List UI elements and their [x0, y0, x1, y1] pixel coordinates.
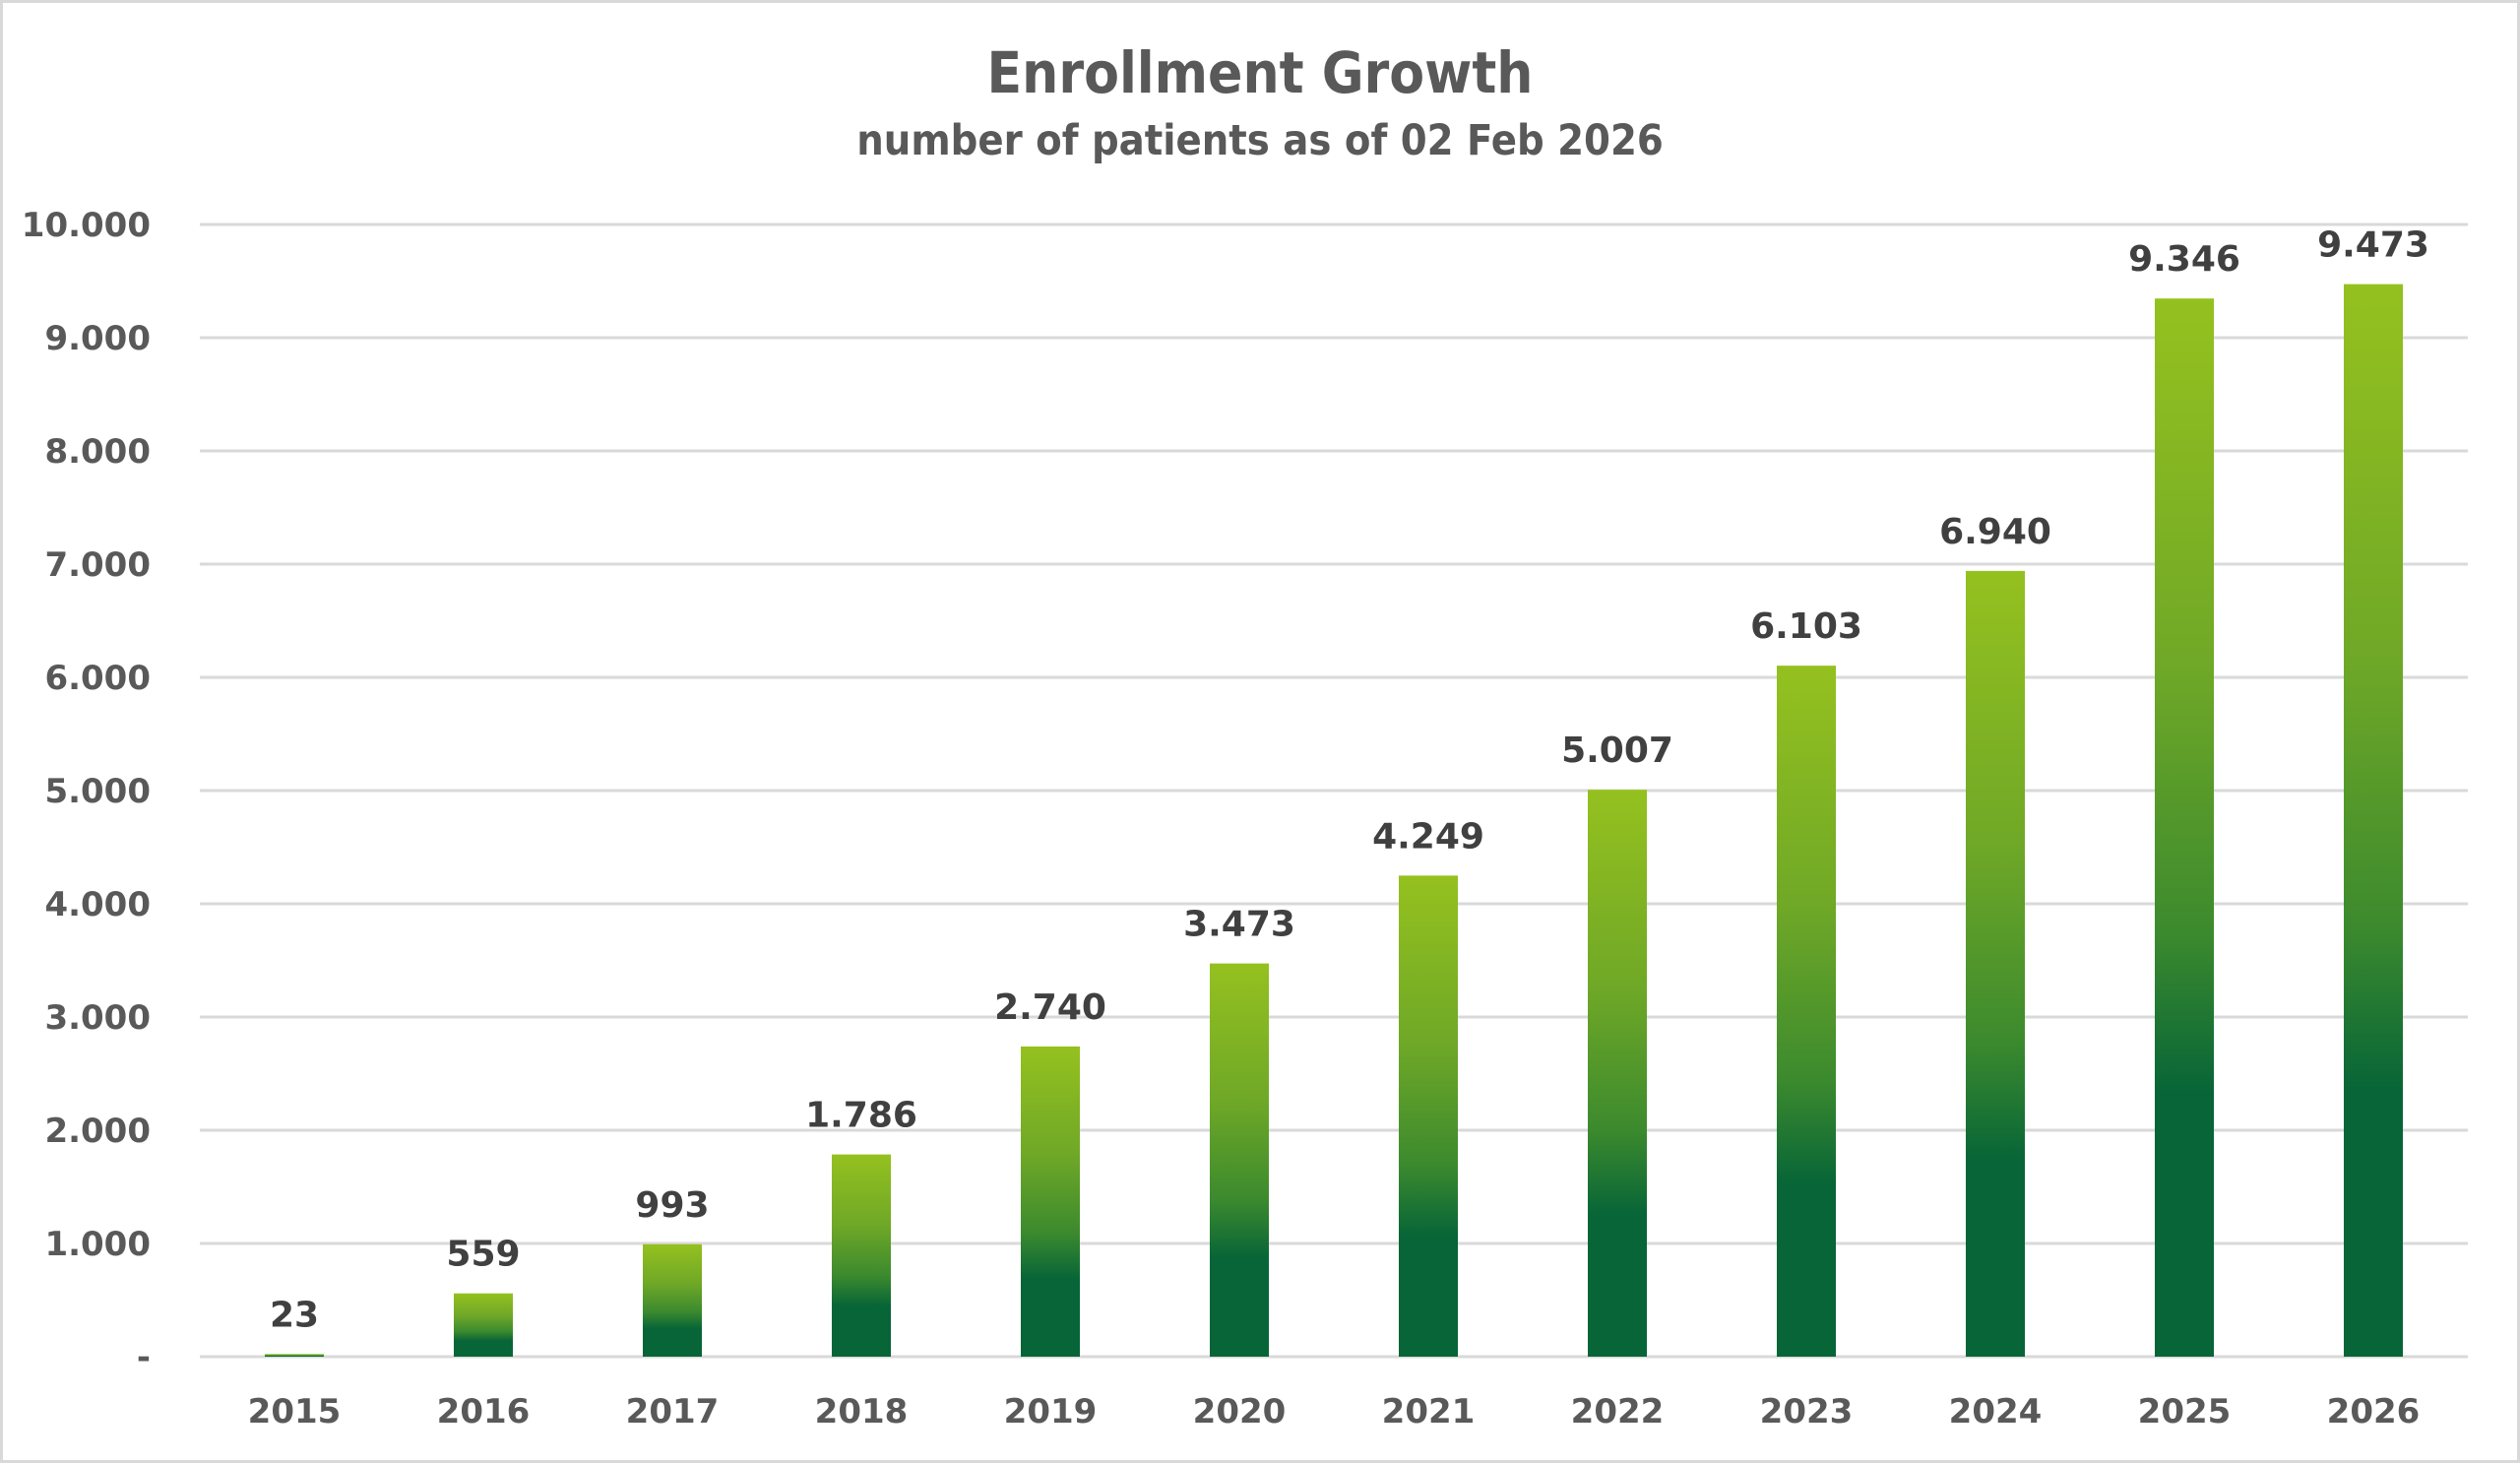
data-label: 4.249	[1372, 816, 1484, 857]
bar	[1777, 666, 1836, 1357]
data-label: 1.786	[805, 1096, 917, 1136]
data-label: 6.103	[1750, 606, 1862, 647]
data-label: 3.473	[1183, 905, 1295, 945]
bar	[1966, 570, 2025, 1357]
bar	[1588, 790, 1647, 1357]
bar	[1210, 963, 1269, 1357]
y-tick-label: 9.000	[44, 319, 151, 358]
bar	[643, 1243, 702, 1357]
bar	[832, 1154, 891, 1357]
x-tick-label: 2016	[437, 1392, 531, 1431]
x-tick-label: 2017	[626, 1392, 720, 1431]
y-tick-label: 6.000	[44, 659, 151, 698]
bar	[265, 1354, 324, 1357]
data-label: 6.940	[1939, 512, 2051, 552]
y-tick-label: 5.000	[44, 772, 151, 811]
bar	[2155, 298, 2214, 1358]
x-tick-label: 2018	[815, 1392, 909, 1431]
y-tick-label: 10.000	[22, 206, 151, 245]
data-label: 9.346	[2128, 239, 2240, 280]
y-tick-label: 8.000	[44, 432, 151, 472]
x-tick-label: 2026	[2327, 1392, 2421, 1431]
x-tick-label: 2021	[1382, 1392, 1476, 1431]
data-label: 993	[635, 1185, 709, 1226]
x-tick-label: 2022	[1571, 1392, 1665, 1431]
data-labels: 23 559 993 1.786 2.740 3.473 4.249 5.007 6.103 6.…	[270, 225, 2429, 1336]
bar	[1399, 875, 1458, 1357]
x-axis: 2015 2016 2017 2018 2019 2020 2021 2022 2023 2024…	[248, 1392, 2421, 1431]
data-label: 23	[270, 1295, 319, 1335]
y-tick-label: 4.000	[44, 885, 151, 924]
data-label: 5.007	[1561, 731, 1673, 771]
data-label: 9.473	[2317, 225, 2429, 266]
bar	[2344, 284, 2403, 1358]
x-tick-label: 2024	[1949, 1392, 2043, 1431]
x-tick-label: 2015	[248, 1392, 342, 1431]
y-tick-label: 3.000	[44, 998, 151, 1038]
y-tick-label: -	[137, 1338, 151, 1377]
x-tick-label: 2019	[1004, 1392, 1098, 1431]
x-tick-label: 2025	[2138, 1392, 2232, 1431]
bars	[265, 284, 2403, 1358]
bar	[454, 1293, 513, 1357]
y-tick-label: 1.000	[44, 1225, 151, 1264]
data-label: 2.740	[994, 987, 1106, 1028]
y-tick-label: 2.000	[44, 1112, 151, 1151]
x-tick-label: 2020	[1193, 1392, 1287, 1431]
bar	[1021, 1046, 1080, 1357]
chart-title: Enrollment Growth	[986, 39, 1534, 106]
y-tick-label: 7.000	[44, 545, 151, 585]
y-axis: - 1.000 2.000 3.000 4.000 5.000 6.000 7.000 8.00…	[22, 206, 151, 1377]
gridlines	[200, 223, 2468, 1359]
chart-subtitle: number of patients as of 02 Feb 2026	[856, 116, 1664, 165]
data-label: 559	[446, 1235, 520, 1275]
x-tick-label: 2023	[1760, 1392, 1854, 1431]
